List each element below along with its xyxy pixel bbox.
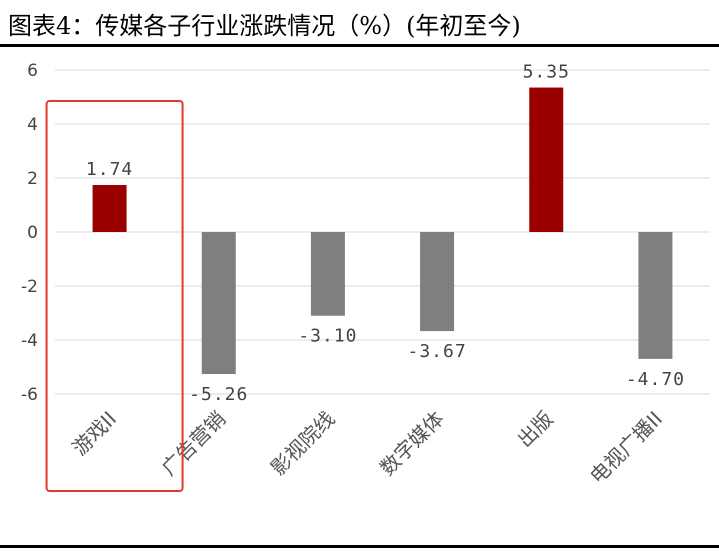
y-tick-label: -2 (21, 277, 38, 297)
bar (638, 232, 673, 359)
category-label: 广告营销 (157, 407, 231, 481)
category-label: 数字媒体 (375, 407, 449, 481)
category-label: 游戏II (68, 407, 122, 461)
bar (92, 185, 127, 232)
data-label: -5.26 (189, 384, 248, 405)
y-tick-label: -6 (21, 385, 38, 405)
data-label: -3.67 (407, 341, 466, 362)
y-tick-label: 2 (27, 169, 38, 189)
data-label: 1.74 (86, 159, 133, 180)
category-label: 电视广播II (585, 407, 667, 489)
y-tick-label: 6 (27, 61, 38, 81)
data-label: 5.35 (523, 62, 570, 83)
category-label: 出版 (513, 407, 558, 452)
bottom-divider (0, 545, 719, 548)
title-divider (0, 44, 719, 47)
bar (201, 232, 236, 375)
y-tick-label: -4 (21, 331, 38, 351)
page-title: 图表4：传媒各子行业涨跌情况（%）(年初至今) (8, 12, 521, 40)
bar (420, 232, 455, 332)
bar (529, 87, 564, 232)
highlight-box (45, 100, 184, 492)
data-label: -3.10 (298, 326, 357, 347)
category-label: 影视院线 (266, 407, 340, 481)
data-label: -4.70 (626, 369, 685, 390)
y-tick-label: 4 (27, 115, 38, 135)
bar (310, 232, 345, 316)
y-tick-label: 0 (27, 223, 38, 243)
